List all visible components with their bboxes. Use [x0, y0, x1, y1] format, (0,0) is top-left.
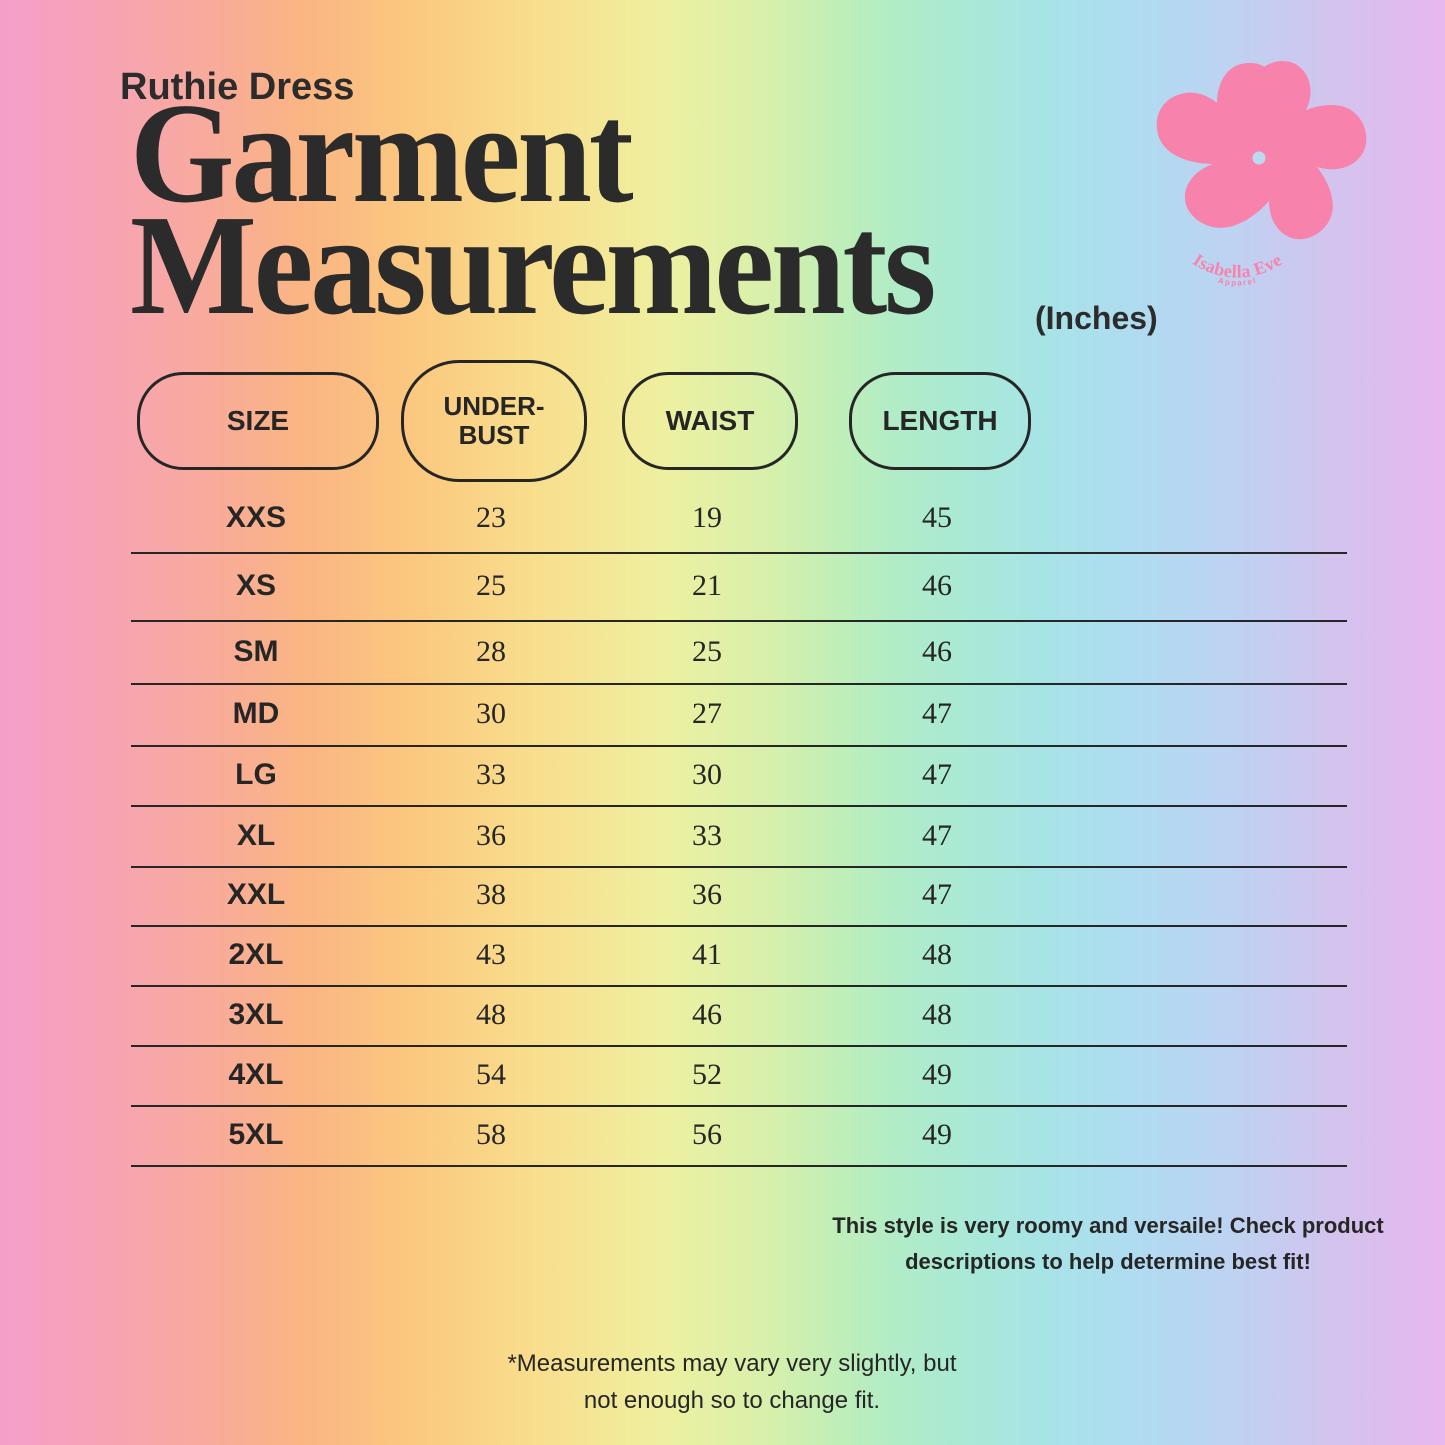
svg-text:Isabella Eve: Isabella Eve: [1190, 250, 1286, 282]
